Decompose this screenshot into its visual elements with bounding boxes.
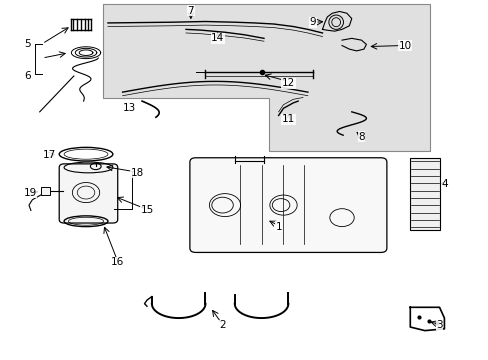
Text: 15: 15 xyxy=(140,206,153,216)
FancyBboxPatch shape xyxy=(189,158,386,252)
Text: 13: 13 xyxy=(123,103,136,113)
Polygon shape xyxy=(103,4,429,151)
Text: 17: 17 xyxy=(43,150,56,160)
Text: 1: 1 xyxy=(275,222,282,231)
Text: 8: 8 xyxy=(358,132,364,142)
Text: 10: 10 xyxy=(398,41,411,50)
Text: 7: 7 xyxy=(187,6,194,16)
Bar xyxy=(41,187,50,195)
Text: 4: 4 xyxy=(440,179,447,189)
Text: 16: 16 xyxy=(111,257,124,267)
FancyBboxPatch shape xyxy=(409,158,439,230)
Text: 14: 14 xyxy=(211,33,224,43)
Text: 9: 9 xyxy=(309,17,315,27)
Text: 6: 6 xyxy=(24,71,31,81)
FancyBboxPatch shape xyxy=(59,164,118,223)
Text: 12: 12 xyxy=(281,78,294,88)
Text: 18: 18 xyxy=(130,168,143,178)
Text: 3: 3 xyxy=(435,320,442,330)
Text: 2: 2 xyxy=(219,320,225,330)
Text: 11: 11 xyxy=(281,114,294,124)
Text: 19: 19 xyxy=(23,188,37,198)
Text: 5: 5 xyxy=(24,39,31,49)
